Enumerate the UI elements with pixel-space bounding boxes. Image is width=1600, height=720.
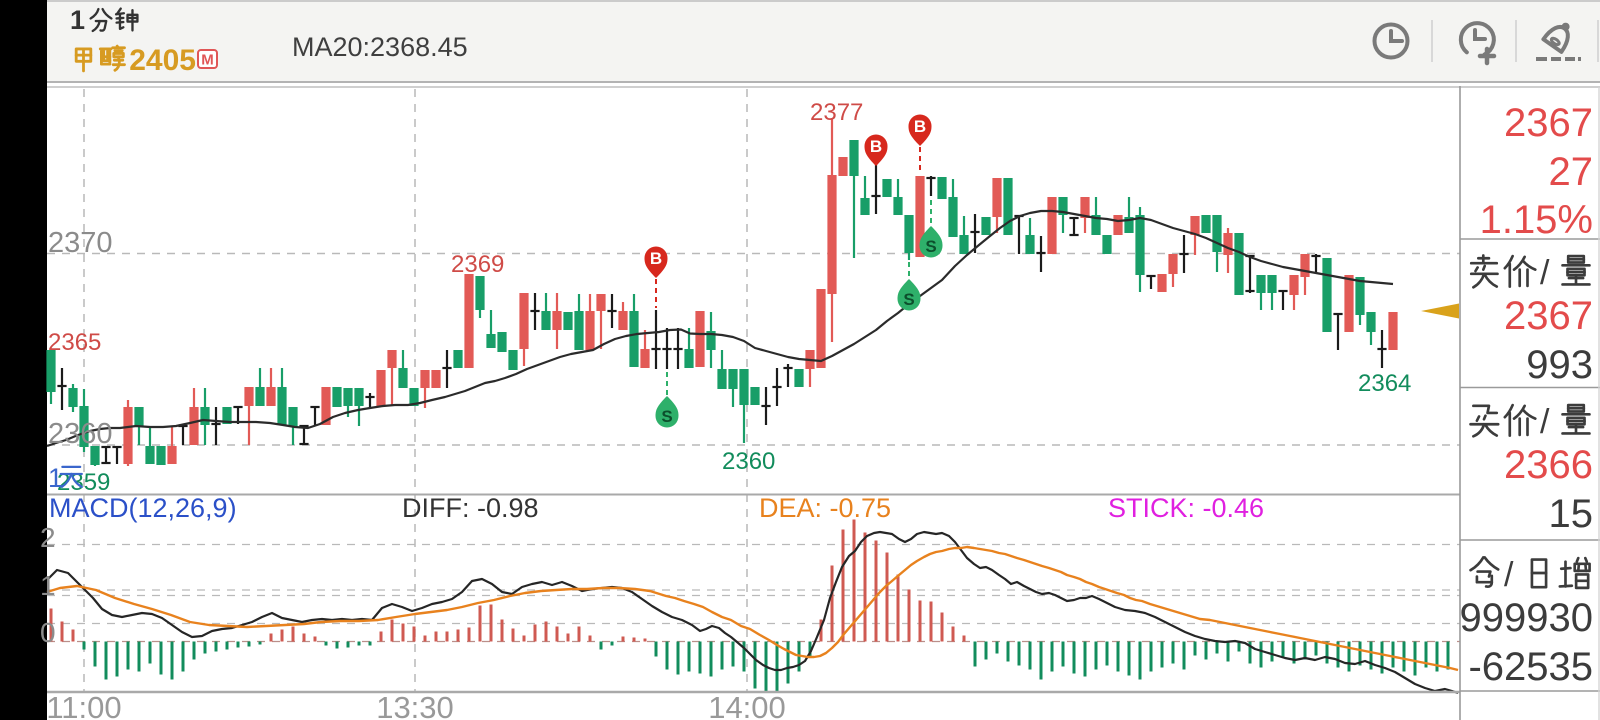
svg-text:993: 993 bbox=[1526, 343, 1593, 387]
svg-text:STICK: -0.46: STICK: -0.46 bbox=[1108, 493, 1264, 523]
svg-text:S: S bbox=[661, 407, 672, 426]
svg-text:999930: 999930 bbox=[1460, 596, 1593, 640]
svg-text:2369: 2369 bbox=[451, 251, 504, 278]
svg-text:S: S bbox=[903, 290, 914, 309]
svg-text:1: 1 bbox=[48, 463, 63, 493]
svg-text:2370: 2370 bbox=[48, 227, 113, 259]
svg-text:DEA: -0.75: DEA: -0.75 bbox=[759, 493, 891, 523]
svg-text:B: B bbox=[914, 117, 926, 136]
svg-text:DIFF: -0.98: DIFF: -0.98 bbox=[402, 493, 539, 523]
svg-text:2360: 2360 bbox=[48, 418, 113, 450]
svg-text:2377: 2377 bbox=[810, 99, 863, 126]
svg-text:15: 15 bbox=[1549, 492, 1594, 536]
svg-text:2: 2 bbox=[40, 522, 56, 553]
svg-text:B: B bbox=[650, 249, 662, 268]
svg-text:-62535: -62535 bbox=[1468, 645, 1593, 689]
svg-text:1: 1 bbox=[40, 570, 56, 601]
svg-text:2367: 2367 bbox=[1504, 294, 1593, 338]
svg-text:1.15%: 1.15% bbox=[1480, 198, 1593, 242]
svg-text:2367: 2367 bbox=[1504, 101, 1593, 145]
svg-text:1: 1 bbox=[70, 5, 85, 35]
svg-text:2366: 2366 bbox=[1504, 443, 1593, 487]
svg-text:27: 27 bbox=[1549, 150, 1594, 194]
svg-text:13:30: 13:30 bbox=[376, 690, 454, 720]
svg-text:2364: 2364 bbox=[1358, 370, 1411, 397]
svg-text:/: / bbox=[1540, 254, 1550, 292]
svg-text:11:00: 11:00 bbox=[46, 690, 121, 720]
svg-text:S: S bbox=[925, 237, 936, 256]
svg-text:MA20:2368.45: MA20:2368.45 bbox=[292, 32, 468, 62]
svg-text:/: / bbox=[1540, 403, 1550, 441]
svg-text:2405: 2405 bbox=[129, 44, 196, 77]
svg-text:0: 0 bbox=[40, 617, 56, 648]
svg-text:M: M bbox=[201, 52, 214, 69]
svg-text:2360: 2360 bbox=[722, 448, 775, 475]
svg-text:B: B bbox=[870, 137, 882, 156]
svg-text:14:00: 14:00 bbox=[708, 690, 786, 720]
svg-text:/: / bbox=[1504, 556, 1514, 594]
svg-text:MACD(12,26,9): MACD(12,26,9) bbox=[49, 493, 237, 523]
svg-text:2365: 2365 bbox=[48, 329, 101, 356]
